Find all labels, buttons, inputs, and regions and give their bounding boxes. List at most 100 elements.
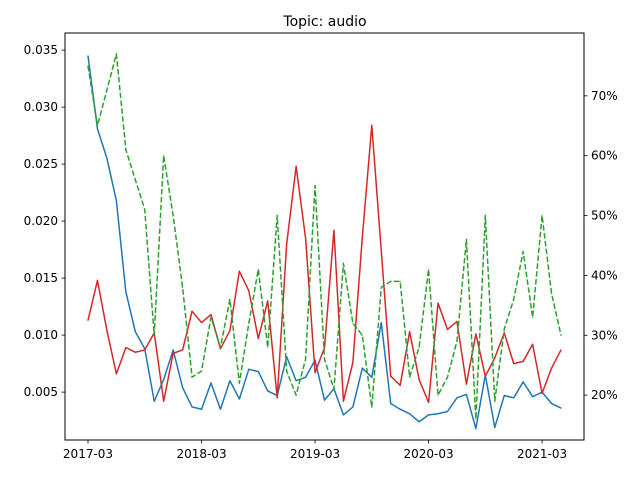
y-right-tick-label: 70%: [591, 89, 618, 103]
series-3-point: [323, 358, 326, 360]
series-2-point: [532, 343, 534, 345]
y-axis-right: 20% 30% 40% 50% 60% 70%: [584, 89, 618, 402]
series-2-point: [267, 300, 269, 302]
series-1-point: [191, 406, 193, 408]
series-1-point: [200, 408, 203, 410]
series-2-point: [446, 328, 449, 331]
x-tick-label: 2020-03: [403, 447, 453, 461]
x-axis: 2017-03 2018-03 2019-03 2020-03 2021-03: [63, 440, 567, 461]
series-1-point: [248, 368, 250, 370]
series-3-point: [163, 155, 165, 157]
series-1-point: [106, 157, 108, 160]
series-3-point: [465, 238, 467, 241]
series-1-point: [153, 400, 155, 402]
series-2-point: [522, 360, 524, 362]
series-1-point: [323, 399, 326, 401]
series-3-point: [238, 382, 240, 384]
y-left-tick-label: 0.035: [24, 43, 58, 57]
series-3-point: [172, 214, 174, 217]
series-1-point: [172, 349, 174, 351]
y-right-tick-label: 30%: [591, 328, 618, 342]
series-2-point: [276, 397, 278, 399]
series-2-point: [409, 331, 411, 333]
series-2-point: [418, 378, 420, 381]
series-3-point: [125, 149, 127, 151]
series-1-point: [475, 428, 477, 430]
series-3-point: [229, 298, 231, 300]
y-left-tick-label: 0.020: [24, 214, 58, 228]
series-3-point: [333, 388, 335, 390]
series-3-point: [513, 298, 515, 300]
series-2-point: [541, 392, 543, 394]
series-1-point: [532, 396, 534, 398]
series-1-point: [352, 406, 354, 408]
x-tick-label: 2017-03: [63, 447, 113, 461]
series-2-point: [106, 329, 108, 332]
series-3-point: [418, 346, 420, 348]
series-2-point: [295, 165, 297, 167]
series-2-point: [427, 401, 430, 403]
series-2-point: [144, 349, 146, 351]
series-2-point: [96, 279, 99, 281]
series-1-point: [522, 381, 524, 383]
y-right-tick-label: 60%: [591, 149, 618, 163]
series-1-point: [550, 402, 553, 405]
series-2-point: [361, 236, 363, 238]
series-3-point: [257, 268, 259, 271]
series-2-point: [390, 375, 392, 377]
series-2-point: [238, 270, 240, 272]
series-2-point: [257, 337, 259, 340]
series-3-point: [371, 406, 373, 408]
series-2-point: [399, 384, 401, 386]
series-1-point: [257, 371, 259, 373]
series-1-point: [427, 414, 430, 416]
series-3-point: [267, 346, 269, 348]
series-1-point: [115, 199, 117, 202]
series-1-point: [361, 367, 363, 369]
series-1-point: [494, 426, 496, 429]
series-1-point: [163, 378, 165, 381]
chart-title: Topic: audio: [282, 14, 366, 30]
series-1-point: [380, 321, 382, 324]
series-2-point: [115, 373, 117, 375]
series-2-point: [342, 400, 345, 402]
series-2-point: [560, 349, 562, 351]
series-2-point: [513, 363, 515, 365]
series-1-point: [503, 394, 505, 397]
series-3-point: [219, 346, 222, 348]
series-2-point: [134, 351, 136, 353]
plot-frame: [64, 32, 585, 441]
series-3-point: [456, 340, 458, 342]
series-3-point: [295, 394, 297, 396]
series-1-point: [456, 397, 458, 399]
series-2-point: [200, 321, 203, 324]
series-1-point: [210, 382, 212, 384]
series-1-point: [371, 376, 373, 378]
series-2-point: [465, 383, 467, 385]
series-3-point: [503, 328, 505, 330]
plot-lines: [87, 53, 562, 430]
series-3-point: [532, 316, 534, 318]
series-2-point: [333, 229, 335, 231]
series-1-point: [446, 410, 449, 413]
series-1-point: [437, 413, 439, 415]
series-3-point: [550, 292, 553, 294]
series-2-point: [87, 319, 89, 321]
series-3-point: [494, 400, 496, 402]
series-2-point: [182, 349, 184, 351]
y-axis-left: 0.005 0.010 0.015 0.020 0.025 0.030 0.035: [24, 43, 65, 399]
series-1-point: [295, 380, 297, 382]
series-3-point: [361, 334, 363, 336]
y-left-tick-label: 0.005: [24, 385, 58, 399]
series-3-point: [437, 394, 439, 396]
series-3-point: [409, 376, 411, 378]
series-2-point: [191, 310, 193, 312]
series-2-point: [172, 352, 174, 354]
series-2-point: [380, 250, 382, 252]
series-1-point: [267, 390, 269, 392]
series-3-point: [446, 376, 449, 378]
series-3-point: [153, 334, 155, 336]
y-left-tick-label: 0.015: [24, 271, 58, 285]
series-3-point: [96, 125, 99, 127]
